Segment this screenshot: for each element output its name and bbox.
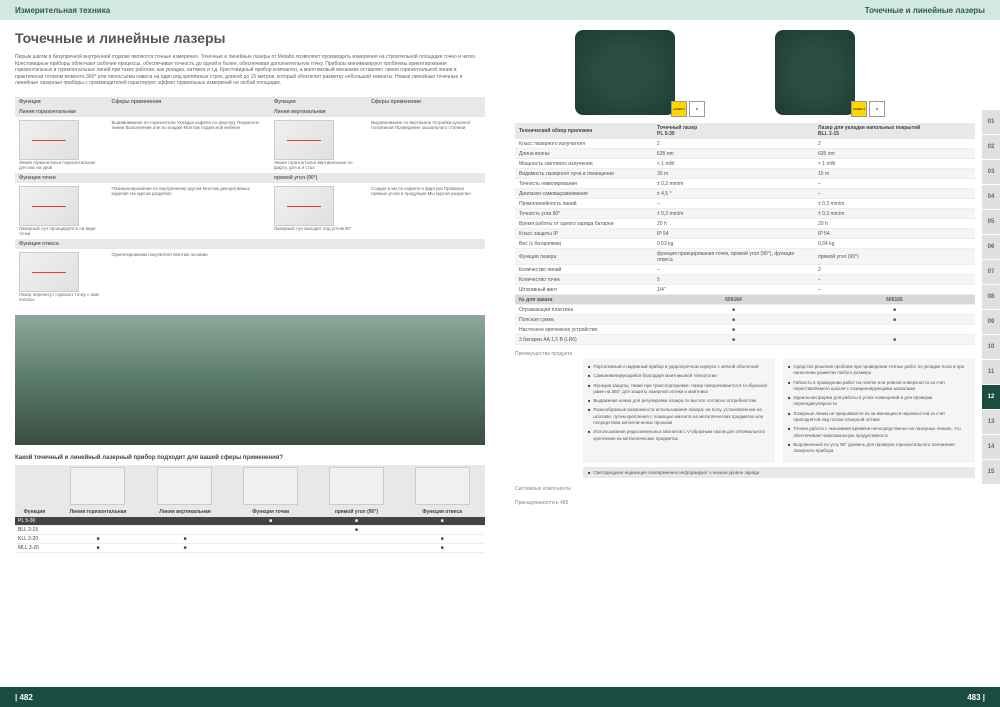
- footer-right: 483 |: [500, 687, 1000, 707]
- feature-item: Разнообразные возможности использования …: [588, 407, 770, 426]
- spec-row: Длина волны635 nm635 nm: [515, 149, 975, 159]
- section-tab-08[interactable]: 08: [982, 285, 1000, 309]
- feature-item: Идеальная форма для работы в углах помещ…: [788, 395, 970, 408]
- question-text: Какой точечный и линейный лазерный прибо…: [15, 455, 485, 461]
- spec-row: Количество линий–2: [515, 265, 975, 275]
- features-section: Портативный и надежный прибор в ударопро…: [583, 359, 975, 463]
- spec-row: Время работы от одного заряда батареи20 …: [515, 219, 975, 229]
- section-tab-03[interactable]: 03: [982, 160, 1000, 184]
- laser-badge-1: LASER 2 ⊘: [671, 101, 705, 117]
- diagram-plumb: [19, 252, 79, 292]
- right-page: Точечные и линейные лазеры LASER 2 ⊘ LAS…: [500, 0, 1000, 707]
- laser-badge-2: LASER 2 ⊘: [851, 101, 885, 117]
- spec-row: Прямолинейность линий–± 0,3 mm/m: [515, 199, 975, 209]
- scope-row: Отражающая пластина■■: [515, 305, 975, 315]
- app-table-header: Функция точки: [228, 507, 314, 517]
- header-right: Точечные и линейные лазеры: [500, 0, 1000, 20]
- advantages-label: Преимущества продукта: [515, 351, 575, 463]
- section-tab-05[interactable]: 05: [982, 210, 1000, 234]
- spec-row: Функция лазерафункция проецирования точе…: [515, 249, 975, 265]
- product-image-bll215: [775, 30, 855, 115]
- section-tab-14[interactable]: 14: [982, 435, 1000, 459]
- app-table-row: BLL 2-15■: [15, 525, 485, 534]
- section-tab-04[interactable]: 04: [982, 185, 1000, 209]
- functions-table: ФункцияСферы примененияФункцияСферы прим…: [15, 97, 485, 305]
- page-title: Точечные и линейные лазеры: [15, 30, 485, 46]
- left-page: Измерительная техника Точечные и линейны…: [0, 0, 500, 707]
- scope-row: Поясная сумка■■: [515, 315, 975, 325]
- spec-row: Класс защиты IPIP 54IP 54: [515, 229, 975, 239]
- diagram-vline: [274, 120, 334, 160]
- spec-row: Вес (с батареями)0,53 kg0,34 kg: [515, 239, 975, 249]
- feature-item: Использование редкоземельных магнитов с …: [588, 429, 770, 442]
- laser-icon: LASER 2: [671, 101, 687, 117]
- accessories-link: Принадлежности ▸ 485: [515, 500, 975, 506]
- spec-row: Штативный винт1/4″–: [515, 285, 975, 295]
- header-left: Измерительная техника: [0, 0, 500, 20]
- feature-item: Точная работа с экономией времени непоср…: [788, 426, 970, 439]
- feature-item: Самонивелирующийся благодаря маятниковой…: [588, 373, 770, 379]
- feature-item: Выровненный по углу 90° уровень для пров…: [788, 442, 970, 455]
- scope-row: Настенное крепежное устройство■: [515, 325, 975, 335]
- led-note: Светодиодная индикация своевременно инфо…: [583, 467, 975, 478]
- feature-item: Средство решения проблем при проведении …: [788, 364, 970, 377]
- app-table-row: KLL 2-20■■■: [15, 534, 485, 543]
- section-tab-10[interactable]: 10: [982, 335, 1000, 359]
- app-table-header: Функция: [15, 507, 54, 517]
- spec-row: Мощность светового излучения< 1 mW< 1 mW: [515, 159, 975, 169]
- feature-item: Выдвижная ножка для регулировки лазера п…: [588, 398, 770, 404]
- feature-item: Гибкость в проведении работ на плитке ил…: [788, 380, 970, 393]
- product-images: LASER 2 ⊘ LASER 2 ⊘: [515, 30, 975, 115]
- scope-row: 3 батареи AA 1,5 В (LR6)■■: [515, 335, 975, 345]
- section-tab-07[interactable]: 07: [982, 260, 1000, 284]
- section-tab-06[interactable]: 06: [982, 235, 1000, 259]
- footer-left: | 482: [0, 687, 500, 707]
- section-tab-13[interactable]: 13: [982, 410, 1000, 434]
- spec-row: Класс лазерного излучателя22: [515, 139, 975, 149]
- accessories-label: Системные компоненты: [515, 486, 975, 492]
- warning-icon: ⊘: [869, 101, 885, 117]
- intro-text: Перым шагом в безупречной внутренней отд…: [15, 54, 485, 87]
- laser-icon: LASER 2: [851, 101, 867, 117]
- app-table-row: PL 5-30■■■: [15, 517, 485, 526]
- application-table: ФункцияЛиния горизонтальнаяЛиния вертика…: [15, 465, 485, 553]
- feature-item: Портативный и надежный прибор в ударопро…: [588, 364, 770, 370]
- app-table-header: Линия вертикальная: [142, 507, 228, 517]
- spec-row: Количество точек5–: [515, 275, 975, 285]
- application-photo: [15, 315, 485, 445]
- features-left: Портативный и надежный прибор в ударопро…: [583, 359, 775, 463]
- app-table-row: MLL 3-20■■■: [15, 543, 485, 552]
- section-tab-02[interactable]: 02: [982, 135, 1000, 159]
- header-right-text: Точечные и линейные лазеры: [865, 6, 985, 15]
- diagram-hline: [19, 120, 79, 160]
- warning-icon: ⊘: [689, 101, 705, 117]
- app-table-header: прямой угол (90°): [314, 507, 400, 517]
- diagram-90: [274, 186, 334, 226]
- diagram-point: [19, 186, 79, 226]
- header-left-text: Измерительная техника: [15, 6, 110, 15]
- features-right: Средство решения проблем при проведении …: [783, 359, 975, 463]
- app-table-header: Функция отвеса: [399, 507, 485, 517]
- product-image-pl530: [575, 30, 675, 115]
- section-tab-11[interactable]: 11: [982, 360, 1000, 384]
- feature-item: Функция защиты, также при транспортировк…: [588, 383, 770, 396]
- app-table-header: Линия горизонтальная: [54, 507, 142, 517]
- spec-row: Диапазон самовыравнивания± 4,5 °–: [515, 189, 975, 199]
- spec-row: Видимость лазерного луча в помещении30 m…: [515, 169, 975, 179]
- feature-item: Лазерные линии не прерываются из-за имею…: [788, 411, 970, 424]
- spec-row: Точность угла 90°± 0,2 mm/m± 0,3 mm/m: [515, 209, 975, 219]
- section-tab-15[interactable]: 15: [982, 460, 1000, 484]
- section-tab-01[interactable]: 01: [982, 110, 1000, 134]
- section-tabs: 010203040506070809101112131415: [982, 110, 1000, 485]
- section-tab-12[interactable]: 12: [982, 385, 1000, 409]
- section-tab-09[interactable]: 09: [982, 310, 1000, 334]
- spec-table: Технический обзор приложен Точечный лазе…: [515, 123, 975, 345]
- spec-row: Точность нивелирования± 0,3 mm/m–: [515, 179, 975, 189]
